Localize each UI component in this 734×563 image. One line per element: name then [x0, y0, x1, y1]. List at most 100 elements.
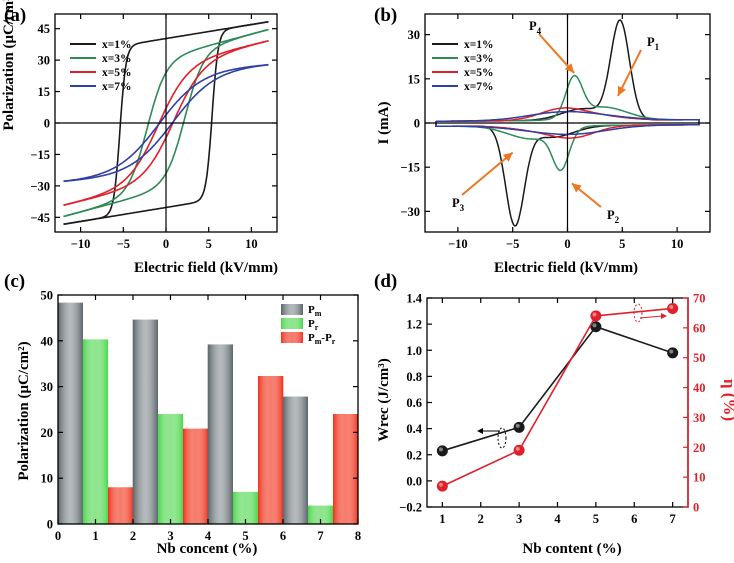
d-x-axis-label: Nb content (%) — [522, 541, 621, 557]
y-right-tick-label: 10 — [693, 471, 706, 485]
x-tick-label: −5 — [117, 237, 130, 251]
y-tick-label: 40 — [41, 334, 54, 348]
x-tick-label: 0 — [564, 237, 570, 251]
y-tick-label: −30 — [400, 205, 420, 219]
d-right-y-axis-label: η (%) — [720, 379, 734, 421]
x-tick-label: 5 — [593, 512, 599, 526]
b-y-axis-label: I (mA) — [376, 102, 392, 145]
series-marker-wrec — [436, 445, 448, 457]
annotation-arrowhead — [564, 63, 575, 73]
bar-shade — [157, 414, 184, 524]
y-tick-label: 0.4 — [406, 422, 422, 436]
annotation-arrow — [461, 151, 514, 196]
marker-highlight — [592, 312, 597, 317]
annotation-label-p4: P4 — [529, 19, 542, 36]
panel-label-b: (b) — [374, 5, 397, 26]
x-tick-label: 7 — [317, 529, 323, 543]
series-line-eta — [442, 307, 673, 487]
y-right-tick-label: 70 — [693, 292, 706, 306]
x-tick-label: 6 — [631, 512, 637, 526]
y-tick-label: 0.6 — [406, 396, 422, 410]
bar-shade — [232, 491, 259, 524]
y-tick-label: 30 — [41, 380, 54, 394]
legend-label: Pm-Pr — [308, 332, 336, 346]
c-x-axis-label: Nb concent (%) — [157, 541, 258, 557]
x-tick-label: −10 — [448, 237, 468, 251]
d-y-axis-label: Wrec (J/cm³) — [376, 358, 392, 442]
bar-shade — [183, 428, 209, 524]
bar-shade — [57, 302, 83, 524]
x-tick-label: 0 — [163, 237, 169, 251]
eta-indicator-arrowhead — [661, 313, 667, 319]
series-marker-eta — [513, 444, 525, 456]
legend-label: x=3% — [464, 53, 494, 65]
legend-label: x=5% — [102, 67, 132, 79]
panel-label-c: (c) — [4, 271, 25, 292]
x-tick-label: 1 — [439, 512, 445, 526]
legend-label: x=5% — [464, 67, 494, 79]
bar-shade — [207, 344, 233, 524]
legend-label: x=1% — [102, 39, 132, 51]
series-marker-wrec — [667, 347, 679, 359]
y-tick-label: 0 — [47, 518, 53, 532]
y-right-tick-label: 0 — [693, 501, 699, 515]
x-tick-label: 5 — [206, 237, 212, 251]
y-tick-label: 0.8 — [406, 370, 422, 384]
c-y-axis-label: Polarization (μC/cm²) — [16, 341, 32, 480]
y-tick-label: 1.4 — [406, 292, 422, 306]
y-tick-label: 15 — [38, 85, 51, 99]
x-tick-label: 4 — [554, 512, 561, 526]
y-right-tick-label: 50 — [693, 351, 706, 365]
y-tick-label: 0 — [44, 117, 50, 131]
y-tick-label: 0.2 — [406, 448, 422, 462]
y-tick-label: 1.2 — [406, 318, 422, 332]
marker-highlight — [515, 423, 520, 428]
marker-highlight — [669, 305, 674, 310]
legend-label: x=1% — [464, 39, 494, 51]
annotation-arrowhead — [571, 183, 582, 193]
y-tick-label: −15 — [30, 148, 50, 162]
a-x-axis-label: Electric field (kV/mm) — [134, 260, 278, 276]
y-right-tick-label: 40 — [693, 381, 706, 395]
series-marker-wrec — [590, 321, 602, 333]
y-tick-label: 50 — [41, 289, 54, 303]
y-tick-label: −30 — [30, 179, 50, 193]
x-tick-label: 5 — [619, 237, 625, 251]
legend-label: Pr — [308, 318, 319, 332]
b-x-axis-label: Electric field (kV/mm) — [494, 260, 638, 276]
legend-label: x=7% — [102, 81, 132, 93]
x-tick-label: 3 — [167, 529, 173, 543]
x-tick-label: 1 — [92, 529, 98, 543]
marker-highlight — [438, 447, 443, 452]
legend-label: x=7% — [464, 81, 494, 93]
y-tick-label: 1.0 — [406, 344, 422, 358]
x-tick-label: −5 — [506, 237, 519, 251]
wrec-indicator-ellipse — [497, 427, 507, 449]
x-tick-label: 5 — [242, 529, 248, 543]
eta-indicator-arrow — [639, 315, 663, 319]
x-tick-label: 0 — [55, 529, 61, 543]
annotation-label-p3: P3 — [452, 196, 465, 213]
y-tick-label: 20 — [41, 426, 54, 440]
x-tick-label: 10 — [245, 237, 258, 251]
panel-a: (a) −10 −5 0 5 10 −45 −30 −15 0 15 30 45 x=1% x=3% x=… — [1, 0, 278, 276]
wrec-indicator-arrowhead — [477, 428, 483, 434]
x-tick-label: 8 — [355, 529, 361, 543]
legend-label: x=3% — [102, 53, 132, 65]
bar-shade — [333, 414, 359, 524]
bar-shade — [82, 339, 109, 524]
bar-shade — [132, 319, 158, 524]
bar-shade — [258, 376, 284, 524]
eta-indicator-ellipse — [633, 303, 643, 323]
bar-shade — [108, 487, 134, 524]
panel-label-a: (a) — [4, 5, 26, 26]
y-right-tick-label: 60 — [693, 321, 706, 335]
series-marker-eta — [436, 480, 448, 492]
x-tick-label: −10 — [71, 237, 91, 251]
x-tick-label: 4 — [205, 529, 212, 543]
legend-swatch-shade — [281, 304, 303, 315]
x-tick-label: 3 — [516, 512, 522, 526]
a-y-axis-label: Polarization (μC/cm²) — [1, 0, 17, 131]
series-line-wrec — [442, 325, 673, 452]
